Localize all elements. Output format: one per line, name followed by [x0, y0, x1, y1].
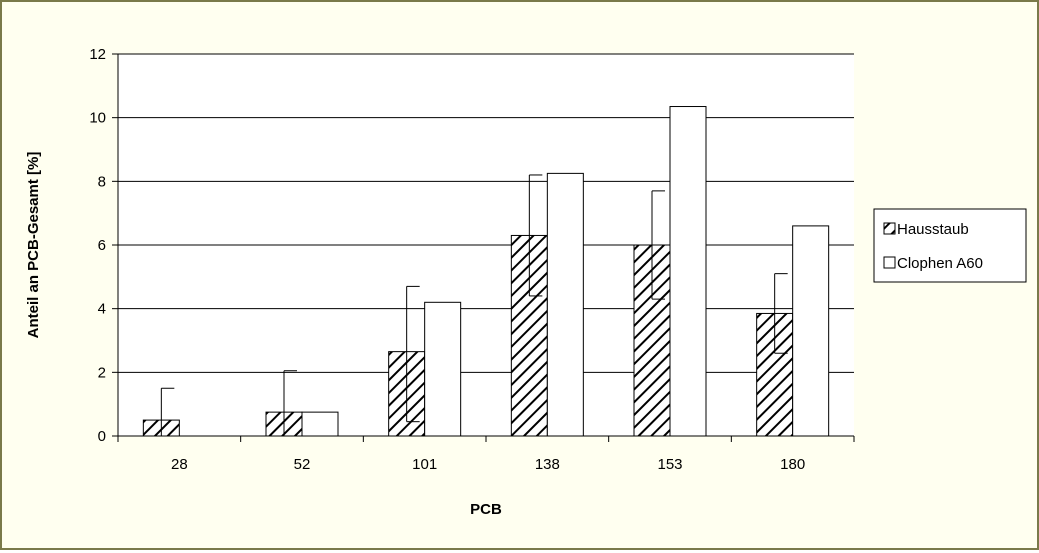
- legend: Hausstaub Clophen A60: [873, 208, 1027, 283]
- bar-clophen-180: [792, 225, 830, 437]
- y-tick-labels: 0 2 4 6 8 10 12: [89, 46, 106, 445]
- x-tick-label: 101: [412, 456, 437, 473]
- x-tick-label: 52: [294, 456, 311, 473]
- y-tick-label: 10: [89, 110, 106, 127]
- legend-label-clophen: Clophen A60: [897, 255, 983, 272]
- legend-label-hausstaub: Hausstaub: [897, 221, 969, 238]
- x-tick-label: 180: [780, 456, 805, 473]
- bar-clophen-52: [301, 411, 339, 437]
- bar-clophen-101: [424, 301, 462, 437]
- bar-clophen-153: [669, 106, 707, 437]
- bars: [142, 106, 830, 437]
- y-tick-label: 8: [98, 173, 106, 190]
- x-tick-labels: 28 52 101 138 153 180: [171, 456, 805, 473]
- x-tick-label: 28: [171, 456, 188, 473]
- gridlines: [118, 53, 854, 373]
- x-tick-label: 138: [535, 456, 560, 473]
- bar-clophen-138: [546, 172, 584, 437]
- y-tick-label: 0: [98, 428, 106, 445]
- y-tick-label: 2: [98, 364, 106, 381]
- axes: [112, 53, 855, 442]
- y-axis-title: Anteil an PCB-Gesamt [%]: [25, 152, 42, 339]
- legend-swatch-clophen: [883, 256, 896, 269]
- legend-box: [873, 208, 1027, 283]
- x-axis-title: PCB: [470, 501, 502, 518]
- y-tick-label: 4: [98, 301, 106, 318]
- y-tick-label: 6: [98, 237, 106, 254]
- legend-swatch-hausstaub: [883, 222, 896, 235]
- x-tick-label: 153: [657, 456, 682, 473]
- error-bars: [160, 174, 788, 436]
- y-tick-label: 12: [89, 46, 106, 63]
